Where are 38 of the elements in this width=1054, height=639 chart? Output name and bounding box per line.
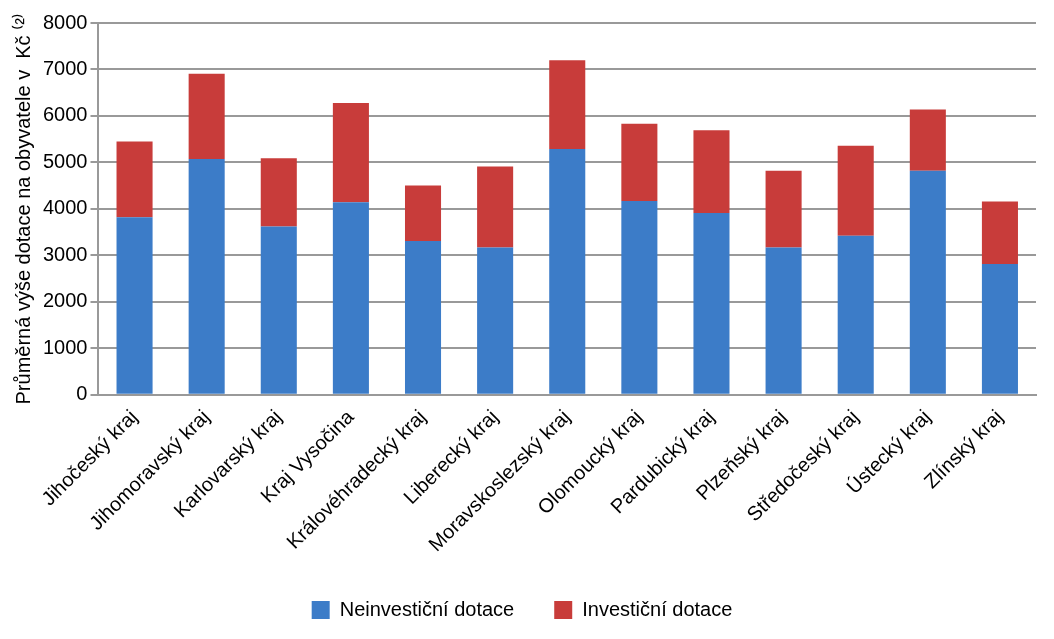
- bar: [981, 264, 1018, 394]
- bar: [909, 109, 946, 171]
- bar: [404, 185, 442, 241]
- y-tick-label: 2000: [42, 289, 88, 312]
- bar: [765, 170, 802, 248]
- bar: [837, 145, 874, 236]
- bar: [477, 247, 514, 394]
- bar: [332, 102, 369, 203]
- bar: [188, 159, 225, 394]
- y-axis-title: Průměrná výše dotace na obyvatele v Kč ⁽²⁾: [10, 13, 34, 405]
- y-tick-label: 1000: [42, 335, 88, 358]
- legend-label: Investiční dotace: [582, 597, 733, 620]
- bar: [693, 130, 730, 214]
- bar: [837, 235, 874, 394]
- y-tick-label: 7000: [42, 56, 88, 79]
- y-tick-label: 3000: [42, 242, 88, 265]
- bar: [116, 141, 153, 218]
- bar: [549, 148, 586, 394]
- bar: [621, 123, 658, 201]
- bar: [332, 202, 369, 394]
- bar: [909, 170, 946, 394]
- bar: [621, 200, 658, 394]
- y-tick-label: 6000: [42, 103, 88, 126]
- y-tick-label: 0: [76, 382, 88, 405]
- bar: [260, 226, 297, 394]
- y-tick-label: 5000: [42, 149, 88, 172]
- bar: [693, 213, 730, 394]
- bar: [981, 201, 1018, 265]
- bar: [477, 166, 514, 248]
- bar: [549, 60, 586, 149]
- bar: [260, 158, 297, 227]
- bar: [404, 240, 442, 394]
- legend-label: Neinvestiční dotace: [339, 597, 515, 620]
- bar: [765, 247, 802, 394]
- bar: [188, 73, 225, 160]
- bar: [116, 217, 153, 394]
- y-tick-label: 4000: [42, 196, 88, 219]
- y-tick-label: 8000: [42, 10, 88, 33]
